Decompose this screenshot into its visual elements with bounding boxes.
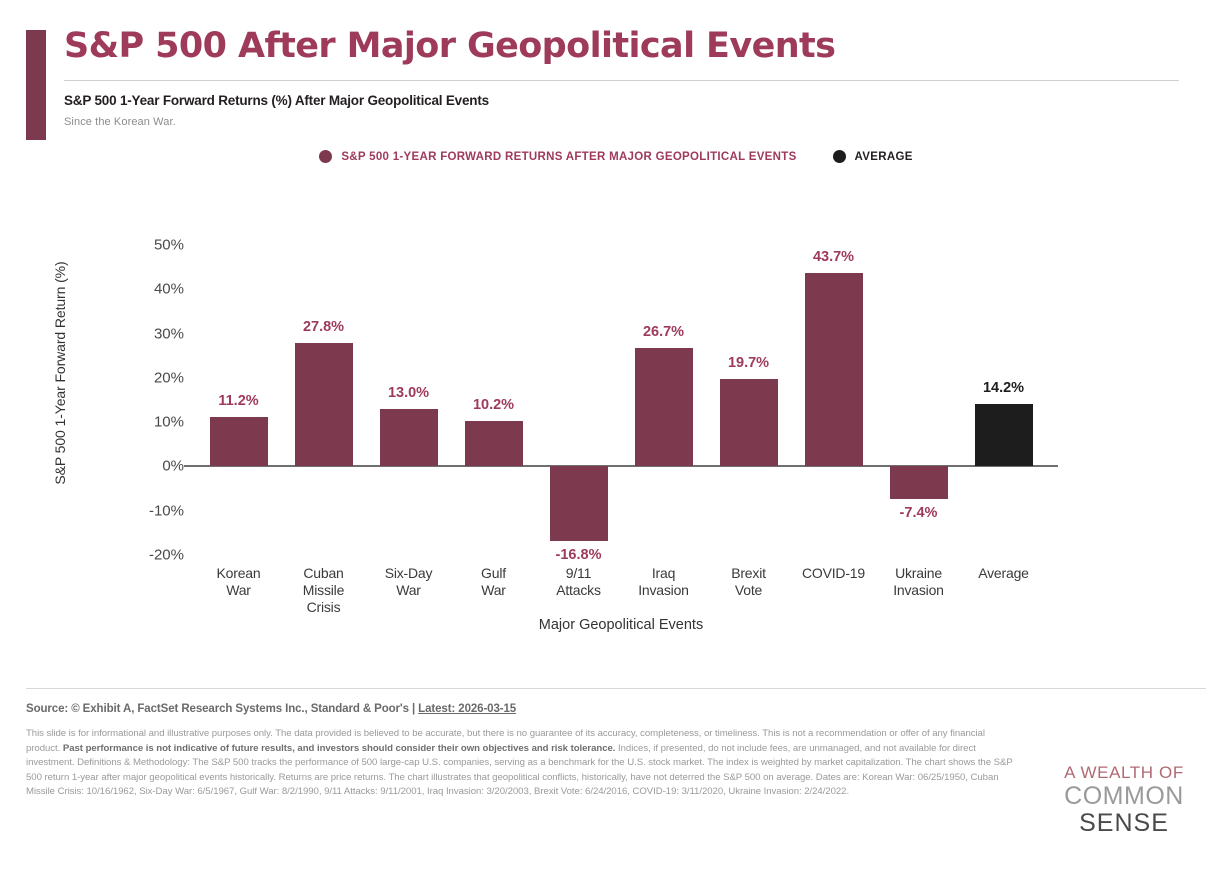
title-divider <box>64 80 1179 81</box>
disclaimer-text: This slide is for informational and illu… <box>26 727 1016 800</box>
bar-event[interactable] <box>294 343 353 467</box>
page-title: S&P 500 After Major Geopolitical Events <box>64 26 836 66</box>
y-axis-tick: 50% <box>153 236 184 254</box>
y-axis-tick: -10% <box>148 502 184 520</box>
bar-value-label: -7.4% <box>899 505 938 522</box>
brand-logo: A WEALTH OF COMMON SENSE <box>1040 763 1208 837</box>
bar-event[interactable] <box>804 272 863 467</box>
x-axis-category-label: Average <box>978 565 1029 581</box>
source-prefix: Source: © Exhibit A, FactSet Research Sy… <box>26 703 419 715</box>
bar-slot: 13.0% <box>366 245 451 555</box>
bar-value-label: 10.2% <box>472 397 515 414</box>
bar-slot: 11.2% <box>196 245 281 555</box>
y-axis-tick: -20% <box>148 546 184 564</box>
x-axis-category-label: 9/11 Attacks <box>556 565 601 598</box>
bar-slot: 26.7% <box>621 245 706 555</box>
bar-event[interactable] <box>889 466 948 500</box>
bar-value-label: 26.7% <box>642 324 685 341</box>
y-axis-tick: 40% <box>153 280 184 298</box>
bar-average[interactable] <box>974 403 1033 467</box>
bar-event[interactable] <box>634 348 693 467</box>
x-axis-category-label: Cuban Missile Crisis <box>302 565 345 615</box>
chart-legend: S&P 500 1-YEAR FORWARD RETURNS AFTER MAJ… <box>0 150 1232 163</box>
bar-event[interactable] <box>379 408 438 467</box>
bar-slot: -7.4% <box>876 245 961 555</box>
bar-event[interactable] <box>719 379 778 467</box>
legend-label-series: S&P 500 1-YEAR FORWARD RETURNS AFTER MAJ… <box>341 150 797 163</box>
bar-value-label: 14.2% <box>982 379 1025 396</box>
y-axis-title: S&P 500 1-Year Forward Return (%) <box>52 261 68 485</box>
x-axis-category-label: Korean War <box>216 565 261 598</box>
y-axis-tick: 0% <box>162 457 184 475</box>
x-axis-category-label: Gulf War <box>481 565 506 598</box>
bar-slot: 19.7% <box>706 245 791 555</box>
x-axis-category-label: COVID-19 <box>802 565 865 581</box>
legend-item-average[interactable]: AVERAGE <box>832 150 913 163</box>
bar-slot: -16.8% <box>536 245 621 563</box>
bar-event[interactable] <box>209 416 268 467</box>
accent-bar <box>26 30 46 140</box>
disclaimer-bold: Past performance is not indicative of fu… <box>62 742 616 754</box>
disclaimer-part-1: This slide is for informational and illu… <box>26 728 985 754</box>
x-axis-category-label: Iraq Invasion <box>638 565 689 598</box>
chart-area: S&P 500 1-Year Forward Return (%) 50% 40%… <box>0 205 1232 675</box>
legend-swatch-average-icon <box>832 150 846 163</box>
logo-line-1: A WEALTH OF <box>1064 763 1184 782</box>
logo-line-2: COMMON <box>1064 782 1184 810</box>
x-axis-categories: Korean War Cuban Missile Crisis Six-Day War Gul… <box>196 565 1046 616</box>
x-axis-category-label: Ukraine Invasion <box>893 565 944 598</box>
zero-axis-line <box>184 465 1058 468</box>
y-axis-tick: 30% <box>153 325 184 343</box>
bar-value-label: 43.7% <box>812 248 855 265</box>
legend-item-series[interactable]: S&P 500 1-YEAR FORWARD RETURNS AFTER MAJ… <box>319 150 796 163</box>
bar-value-label: -16.8% <box>555 546 602 563</box>
source-latest[interactable]: Latest: 2026-03-15 <box>418 703 517 715</box>
footer-divider <box>26 688 1206 689</box>
x-axis-category-label: Brexit Vote <box>731 565 766 598</box>
disclaimer-part-2: Indices, if presented, do not include fe… <box>26 742 1013 798</box>
bar-slot: 14.2% <box>961 245 1046 555</box>
bar-value-label: 11.2% <box>218 392 259 409</box>
bar-value-label: 27.8% <box>302 319 345 336</box>
y-axis-tick: 20% <box>153 369 184 387</box>
chart-subtitle: S&P 500 1-Year Forward Returns (%) After… <box>64 93 489 108</box>
bar-value-label: 19.7% <box>727 355 770 372</box>
x-axis-title: Major Geopolitical Events <box>538 617 704 633</box>
bar-slot: 10.2% <box>451 245 536 555</box>
bar-value-label: 13.0% <box>387 384 430 401</box>
chart-note: Since the Korean War. <box>64 116 176 128</box>
bar-slot: 27.8% <box>281 245 366 555</box>
plot-region: 11.2% 27.8% 13.0% 10.2% -16.8% 26.7% 19.7% 43.7… <box>184 245 1058 563</box>
bar-event[interactable] <box>549 466 608 541</box>
x-axis-category-label: Six-Day War <box>384 565 433 598</box>
bar-series: 11.2% 27.8% 13.0% 10.2% -16.8% 26.7% 19.7% 43.7… <box>196 245 1046 563</box>
source-line: Source: © Exhibit A, FactSet Research Sy… <box>26 703 516 715</box>
legend-label-average: AVERAGE <box>854 150 913 163</box>
logo-line-3: SENSE <box>1079 809 1169 837</box>
y-axis-tick: 10% <box>153 413 184 431</box>
y-axis-ticks: 50% 40% 30% 20% 10% 0% -10% -20% <box>120 237 184 564</box>
bar-event[interactable] <box>464 421 523 467</box>
legend-swatch-series-icon <box>319 150 333 163</box>
bar-slot: 43.7% <box>791 245 876 555</box>
